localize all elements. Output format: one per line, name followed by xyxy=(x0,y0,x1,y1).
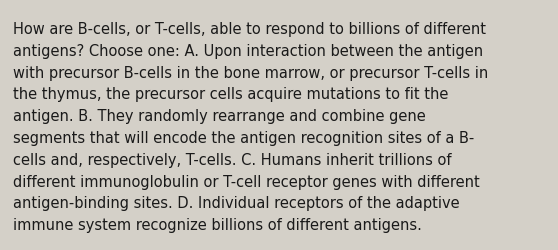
Text: antigen-binding sites. D. Individual receptors of the adaptive: antigen-binding sites. D. Individual rec… xyxy=(13,196,460,210)
Text: antigens? Choose one: A. Upon interaction between the antigen: antigens? Choose one: A. Upon interactio… xyxy=(13,44,483,59)
Text: segments that will encode the antigen recognition sites of a B-: segments that will encode the antigen re… xyxy=(13,130,474,146)
Text: the thymus, the precursor cells acquire mutations to fit the: the thymus, the precursor cells acquire … xyxy=(13,87,449,102)
Text: immune system recognize billions of different antigens.: immune system recognize billions of diff… xyxy=(13,217,422,232)
Text: antigen. B. They randomly rearrange and combine gene: antigen. B. They randomly rearrange and … xyxy=(13,109,426,124)
Text: cells and, respectively, T-cells. C. Humans inherit trillions of: cells and, respectively, T-cells. C. Hum… xyxy=(13,152,451,167)
Text: How are B-cells, or T-cells, able to respond to billions of different: How are B-cells, or T-cells, able to res… xyxy=(13,22,486,37)
Text: different immunoglobulin or T-cell receptor genes with different: different immunoglobulin or T-cell recep… xyxy=(13,174,480,189)
Text: with precursor B-cells in the bone marrow, or precursor T-cells in: with precursor B-cells in the bone marro… xyxy=(13,65,488,80)
